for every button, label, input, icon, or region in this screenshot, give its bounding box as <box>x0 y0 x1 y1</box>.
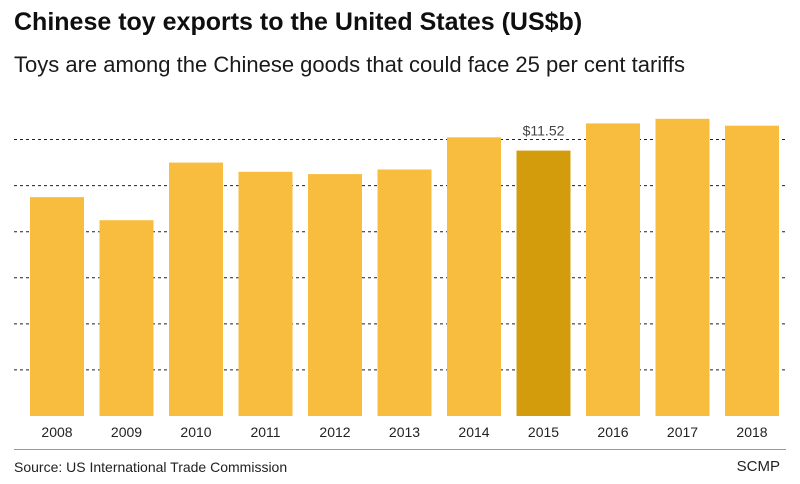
x-tick-label: 2009 <box>111 424 142 440</box>
chart-title: Chinese toy exports to the United States… <box>14 8 583 36</box>
x-tick-label: 2018 <box>736 424 767 440</box>
x-tick-label: 2008 <box>41 424 72 440</box>
bar-2012 <box>308 174 362 416</box>
x-tick-label: 2013 <box>389 424 420 440</box>
bars <box>30 118 779 417</box>
bar-2015 <box>516 150 571 416</box>
bar-2018 <box>725 125 779 416</box>
bar-2009 <box>99 220 154 416</box>
x-tick-labels: 2008 2009 2010 2011 2012 2013 2014 2015 $11.52 20… <box>41 123 767 440</box>
brand-logo: SCMP <box>736 458 780 475</box>
x-tick-label: 2016 <box>597 424 628 440</box>
x-tick-label: 2015 <box>528 424 559 440</box>
footer-divider <box>14 449 786 450</box>
x-tick-label: 2014 <box>458 424 489 440</box>
chart-subtitle: Toys are among the Chinese goods that co… <box>14 52 685 77</box>
x-tick-label: 2012 <box>319 424 350 440</box>
bar-2016 <box>586 123 640 417</box>
bar-2014 <box>447 137 501 417</box>
data-label-2015: $11.52 <box>523 123 565 139</box>
x-tick-label: 2011 <box>250 424 280 440</box>
source-note: Source: US International Trade Commissio… <box>14 459 288 475</box>
bar-2011 <box>238 171 293 416</box>
x-tick-label: 2017 <box>667 424 698 440</box>
x-tick-label: 2010 <box>180 424 211 440</box>
bar-2008 <box>30 197 84 416</box>
bar-2010 <box>169 162 223 416</box>
bar-2013 <box>377 169 432 416</box>
bar-chart: 2008 2009 2010 2011 2012 2013 2014 2015 $11.52 20… <box>14 118 785 440</box>
bar-2017 <box>655 118 710 417</box>
